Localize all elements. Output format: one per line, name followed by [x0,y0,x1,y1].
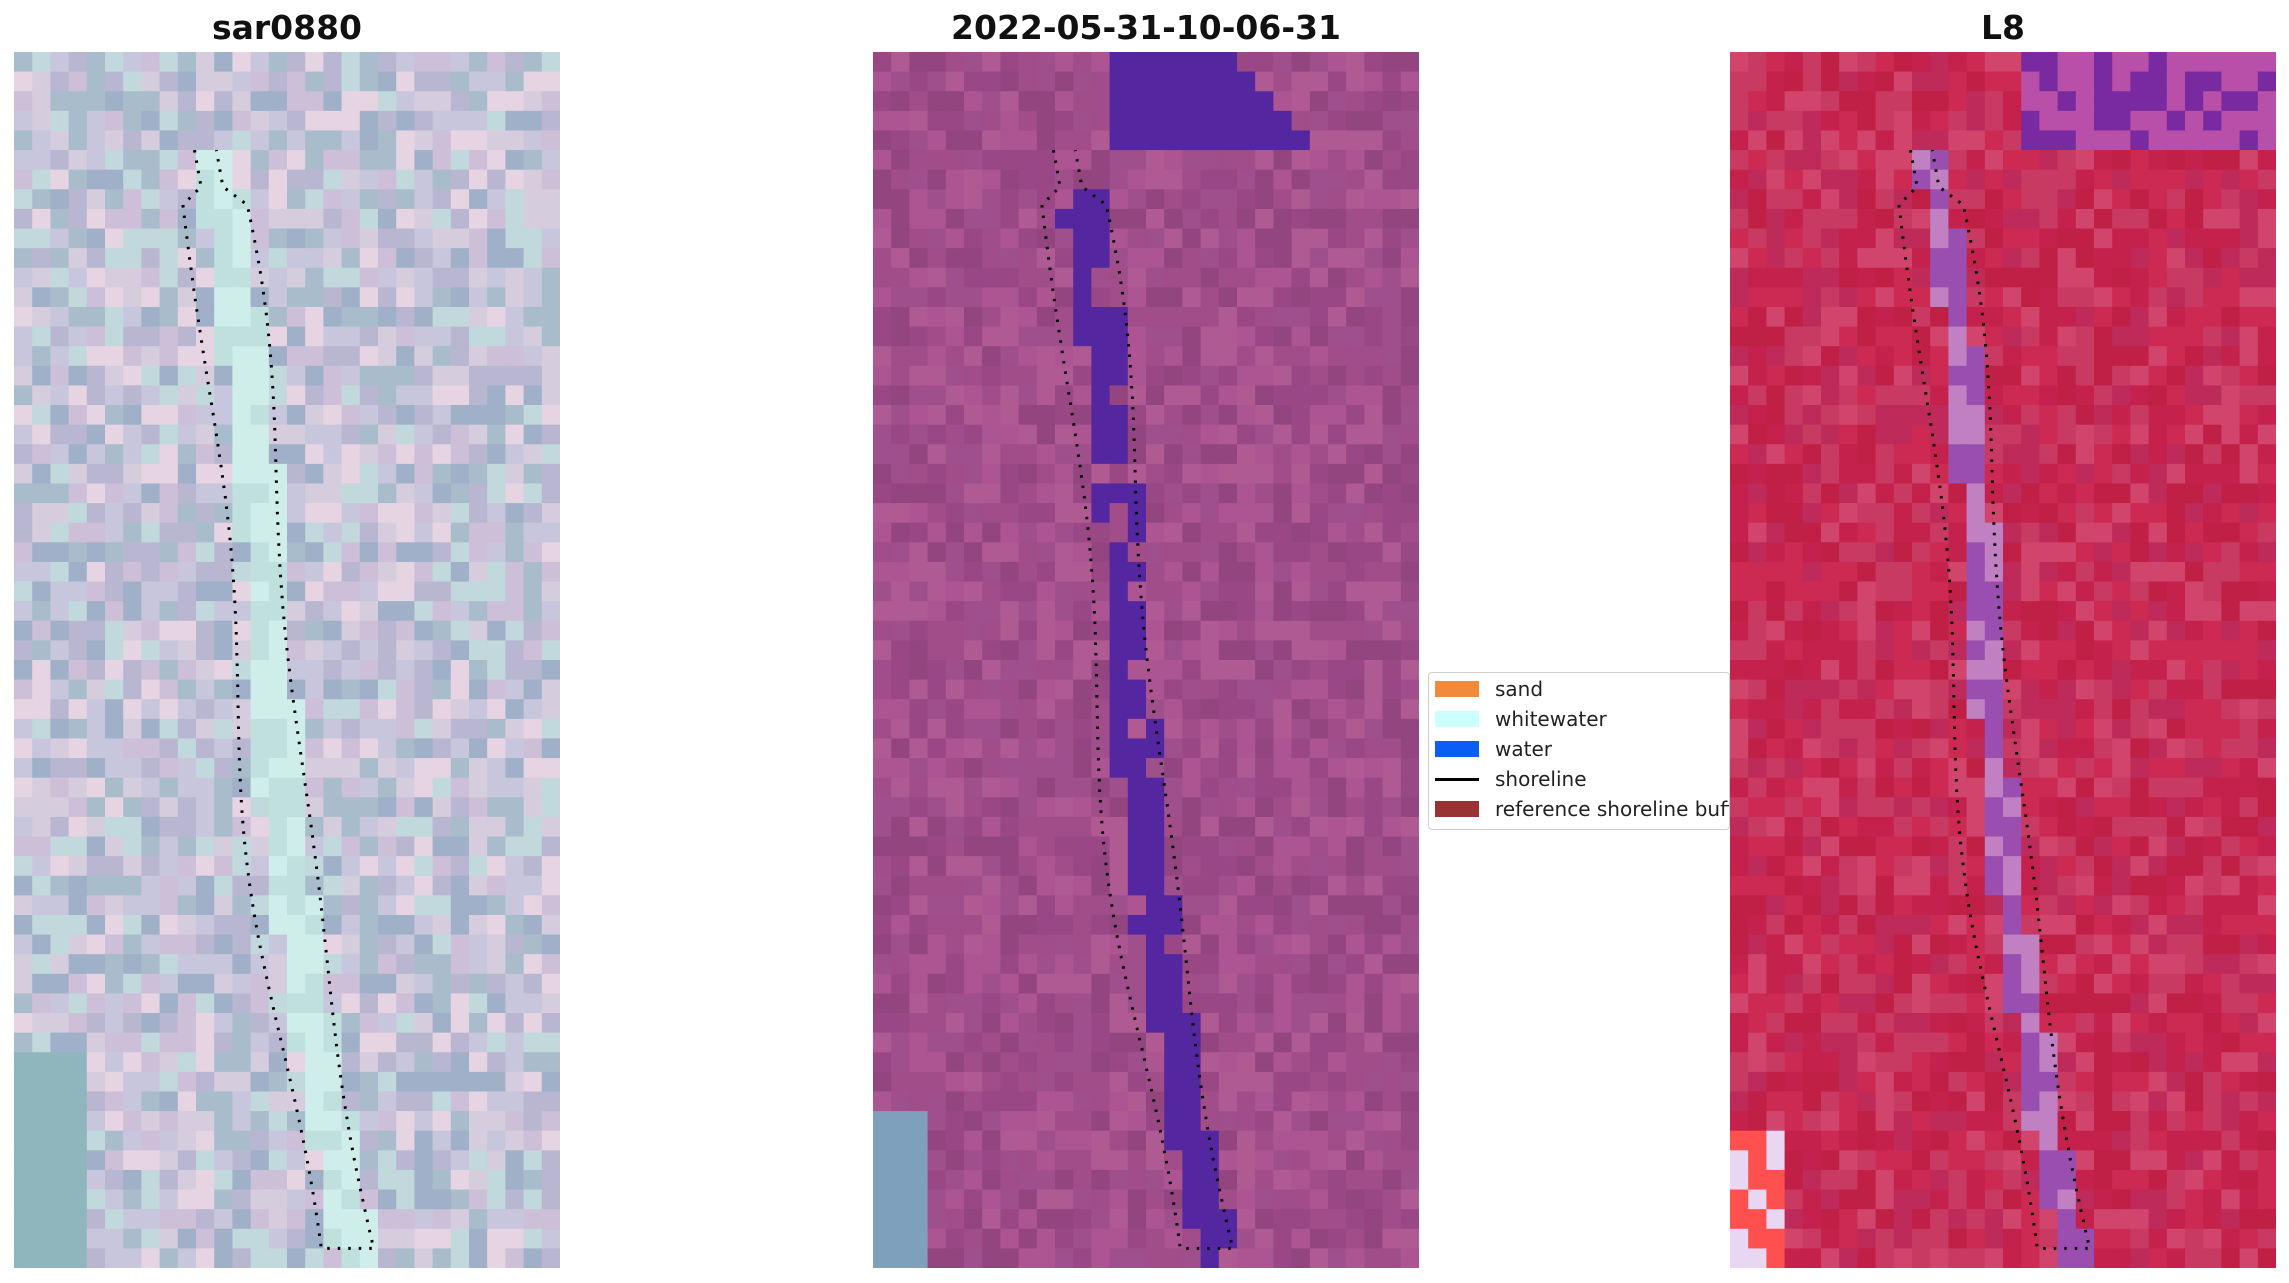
image-canvas-2 [873,52,1419,1268]
satellite-image-l8 [1730,52,2276,1268]
water-swatch [1435,741,1479,757]
whitewater-swatch [1435,711,1479,727]
panel-title-2: 2022-05-31-10-06-31 [951,8,1341,47]
legend-item-water: water [1435,735,1552,763]
panel-title-1: sar0880 [211,8,363,47]
legend-item-sand: sand [1435,675,1543,703]
buffer-swatch [1435,801,1479,817]
legend-label: whitewater [1495,707,1607,731]
sand-swatch [1435,681,1479,697]
shoreline-swatch [1435,777,1479,781]
panel-title-3: L8 [1981,8,2025,47]
image-canvas-1 [14,52,560,1268]
legend: sand whitewater water shoreline referenc… [1428,672,1730,830]
legend-label: reference shoreline buffer [1495,797,1730,821]
legend-item-whitewater: whitewater [1435,705,1607,733]
legend-item-shoreline: shoreline [1435,765,1587,793]
legend-item-reference-buffer: reference shoreline buffer [1435,795,1730,823]
shoreline-dotted-line [1040,149,1235,1250]
shoreline-dotted-line [1897,149,2092,1250]
shoreline-dotted-line [181,149,376,1250]
satellite-image-sar0880 [14,52,560,1268]
image-canvas-3 [1730,52,2276,1268]
legend-label: sand [1495,677,1544,701]
satellite-image-classified [873,52,1419,1268]
legend-label: shoreline [1495,767,1587,791]
legend-label: water [1495,737,1552,761]
